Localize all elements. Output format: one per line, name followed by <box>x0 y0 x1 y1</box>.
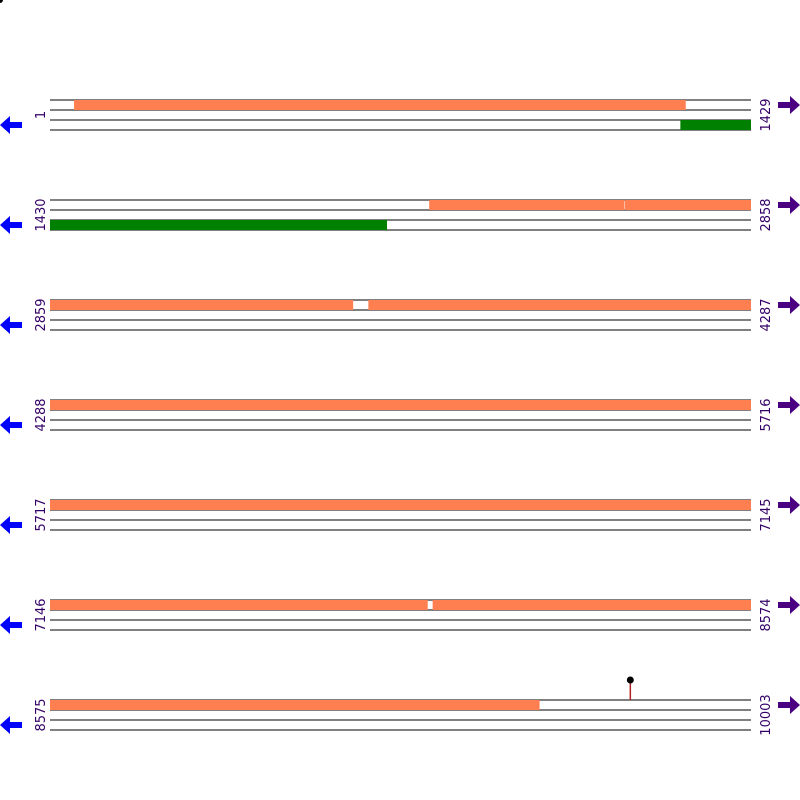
end-coordinate-label: 5716 <box>759 398 774 431</box>
arrow-left-icon[interactable] <box>0 116 22 134</box>
arrow-left-icon[interactable] <box>0 216 22 234</box>
arrow-right-icon[interactable] <box>778 96 800 114</box>
forward-feature-block[interactable] <box>50 600 428 610</box>
forward-feature-block[interactable] <box>74 100 686 110</box>
end-coordinate-label: 1429 <box>759 98 774 131</box>
arrow-left-icon[interactable] <box>0 316 22 334</box>
corner-dot <box>0 0 3 3</box>
arrow-right-icon[interactable] <box>778 496 800 514</box>
sequence-row: 7146 8574 <box>0 596 800 634</box>
forward-feature-block[interactable] <box>368 300 751 310</box>
sequence-row: 8575 10003 <box>0 676 800 736</box>
lollipop-marker-icon[interactable] <box>626 676 634 684</box>
sequence-row: 1430 2858 <box>0 196 800 234</box>
sequence-row: 1 1429 <box>0 96 800 134</box>
arrow-right-icon[interactable] <box>778 396 800 414</box>
forward-feature-block[interactable] <box>50 400 751 410</box>
reverse-feature-block[interactable] <box>50 220 388 230</box>
start-coordinate-label: 2859 <box>34 298 49 331</box>
forward-feature-block[interactable] <box>50 300 354 310</box>
end-coordinate-label: 10003 <box>759 694 774 735</box>
start-coordinate-label: 5717 <box>34 498 49 531</box>
forward-feature-block[interactable] <box>432 600 751 610</box>
arrow-left-icon[interactable] <box>0 516 22 534</box>
forward-feature-block[interactable] <box>50 700 540 710</box>
arrow-left-icon[interactable] <box>0 416 22 434</box>
sequence-row: 5717 7145 <box>0 496 800 534</box>
end-coordinate-label: 4287 <box>759 298 774 331</box>
arrow-left-icon[interactable] <box>0 616 22 634</box>
sequence-row: 2859 4287 <box>0 296 800 334</box>
reverse-feature-block[interactable] <box>680 120 751 130</box>
sequence-rows: 1 1429 1430 2858 2859 4287 4288 5716 5717 7145 714… <box>0 96 800 736</box>
forward-feature-block[interactable] <box>429 200 625 210</box>
start-coordinate-label: 1 <box>34 111 49 119</box>
arrow-right-icon[interactable] <box>778 696 800 714</box>
start-coordinate-label: 1430 <box>34 198 49 231</box>
start-coordinate-label: 4288 <box>34 398 49 431</box>
arrow-right-icon[interactable] <box>778 196 800 214</box>
end-coordinate-label: 8574 <box>759 598 774 631</box>
start-coordinate-label: 8575 <box>34 698 49 731</box>
forward-feature-block[interactable] <box>624 200 751 210</box>
start-coordinate-label: 7146 <box>34 598 49 631</box>
end-coordinate-label: 2858 <box>759 198 774 231</box>
arrow-right-icon[interactable] <box>778 296 800 314</box>
forward-feature-block[interactable] <box>50 500 751 510</box>
arrow-left-icon[interactable] <box>0 716 22 734</box>
arrow-right-icon[interactable] <box>778 596 800 614</box>
end-coordinate-label: 7145 <box>759 498 774 531</box>
sequence-row: 4288 5716 <box>0 396 800 434</box>
